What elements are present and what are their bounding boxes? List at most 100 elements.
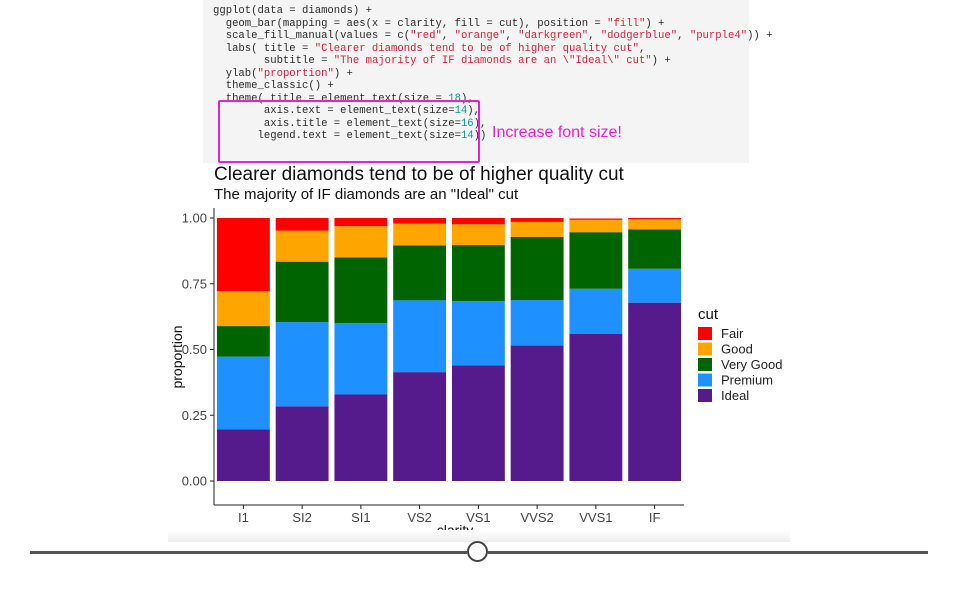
plot-panel: Clearer diamonds tend to be of higher qu… — [168, 163, 790, 540]
y-tick-label: 0.75 — [182, 276, 207, 291]
code-token: labs( title = — [213, 42, 315, 55]
y-tick-label: 1.00 — [182, 211, 207, 226]
code-token: ylab( — [213, 67, 258, 80]
bar-very-good-vs1 — [451, 245, 505, 302]
bar-premium-vs1 — [451, 301, 505, 366]
legend-swatch-very-good — [698, 358, 712, 371]
code-line: scale_fill_manual(values = c("red", "ora… — [213, 30, 773, 43]
shadow-strip — [168, 530, 790, 542]
x-tick-label: SI1 — [351, 510, 371, 525]
x-tick-label: IF — [649, 510, 661, 525]
code-token: "fill" — [607, 17, 646, 30]
bar-premium-vs2 — [393, 300, 447, 373]
code-token: theme_classic() + — [213, 80, 334, 92]
legend-swatch-premium — [698, 373, 712, 387]
code-token: , — [677, 30, 690, 42]
code-token: , — [638, 42, 646, 55]
code-token: 16 — [460, 117, 474, 130]
legend-swatch-good — [698, 342, 712, 356]
bar-fair-vvs2 — [510, 218, 564, 222]
bar-good-si1 — [334, 226, 388, 258]
code-token: ) + — [333, 67, 353, 80]
bar-premium-vvs2 — [510, 300, 564, 346]
bar-fair-if — [628, 218, 682, 220]
bar-very-good-vs2 — [393, 245, 447, 301]
code-token: ggplot(data = diamonds) + — [213, 5, 372, 17]
bar-premium-i1 — [216, 356, 270, 430]
y-tick-label: 0.25 — [182, 408, 207, 423]
code-token: , — [588, 30, 601, 42]
bar-ideal-si1 — [334, 394, 388, 481]
code-token: legend.text = element_text(size= — [213, 130, 461, 142]
bar-fair-si1 — [334, 218, 388, 227]
code-line: labs( title = "Clearer diamonds tend to … — [213, 43, 749, 56]
code-token: , — [505, 30, 519, 42]
bar-very-good-if — [628, 229, 682, 269]
y-axis: 0.00 0.25 0.50 0.75 1.00 — [182, 208, 215, 505]
code-line: ggplot(data = diamonds) + — [213, 5, 749, 18]
bar-very-good-vvs2 — [510, 236, 564, 301]
code-token: "red" — [410, 30, 442, 42]
bar-ideal-if — [628, 302, 682, 481]
code-line: legend.text = element_text(size=14)) — [213, 130, 749, 143]
code-token: "Clearer diamonds tend to be of higher q… — [314, 42, 639, 55]
code-token: scale_fill_manual(values = c( — [213, 30, 411, 42]
code-token: 14 — [454, 105, 468, 117]
bar-premium-if — [628, 268, 682, 303]
bars-group — [216, 218, 682, 481]
code-token: ), — [467, 105, 481, 117]
bar-good-i1 — [216, 291, 270, 327]
x-axis: I1 SI2 SI1 VS2 VS1 VVS2 VVS1 IF — [214, 504, 684, 525]
slider-track-right[interactable] — [488, 551, 928, 554]
chart-title: Clearer diamonds tend to be of higher qu… — [214, 164, 625, 185]
y-tick-label: 0.50 — [182, 342, 207, 357]
bar-good-if — [628, 219, 682, 230]
bar-ideal-vs2 — [393, 372, 447, 481]
code-token: ) + — [651, 55, 671, 67]
code-token: subtitle = — [213, 55, 334, 67]
code-line: axis.text = element_text(size=14), — [213, 105, 749, 118]
legend-label: Fair — [721, 326, 744, 341]
chart-svg: Clearer diamonds tend to be of higher qu… — [169, 164, 782, 538]
code-token: "orange" — [454, 30, 506, 42]
bar-good-vs1 — [451, 224, 505, 246]
slider-track-left[interactable] — [30, 551, 467, 554]
highlight-box — [218, 100, 480, 163]
code-token: axis.text = element_text(size= — [213, 105, 455, 117]
bar-good-vs2 — [393, 223, 447, 246]
code-token: "purple4" — [689, 30, 748, 42]
y-axis-title: proportion — [169, 325, 185, 388]
bar-fair-si2 — [275, 218, 329, 231]
code-token: )) + — [747, 30, 773, 42]
code-token: "proportion" — [257, 67, 334, 80]
bar-good-si2 — [275, 230, 329, 262]
bar-fair-vs2 — [393, 218, 447, 224]
code-token: geom_bar(mapping = aes(x = clarity, fill… — [213, 17, 608, 30]
annotation-text: Increase font size! — [492, 124, 622, 141]
bar-premium-vvs1 — [569, 288, 623, 334]
x-tick-label: VVS2 — [521, 510, 554, 525]
bar-very-good-i1 — [216, 326, 270, 357]
x-tick-label: I1 — [238, 510, 249, 525]
code-token: "darkgreen" — [518, 30, 589, 42]
legend-label: Very Good — [721, 357, 782, 372]
bar-good-vvs2 — [510, 221, 564, 237]
bar-very-good-si1 — [334, 257, 388, 324]
legend-title: cut — [698, 306, 719, 323]
bar-premium-si1 — [334, 323, 388, 395]
code-line: subtitle = "The majority of IF diamonds … — [213, 55, 749, 68]
code-token: ) + — [645, 17, 665, 30]
slider-handle[interactable] — [467, 541, 488, 562]
bar-premium-si2 — [275, 322, 329, 407]
x-tick-label: VVS1 — [579, 510, 612, 525]
code-line: theme_classic() + — [213, 80, 749, 93]
legend-label: Premium — [721, 373, 773, 388]
bar-ideal-i1 — [216, 429, 270, 481]
bar-ideal-si2 — [275, 406, 329, 481]
legend-swatch-ideal — [698, 389, 712, 402]
code-line: geom_bar(mapping = aes(x = clarity, fill… — [213, 18, 749, 31]
legend-label: Ideal — [721, 388, 749, 403]
legend-label: Good — [721, 342, 753, 357]
bar-fair-vvs1 — [569, 218, 623, 220]
